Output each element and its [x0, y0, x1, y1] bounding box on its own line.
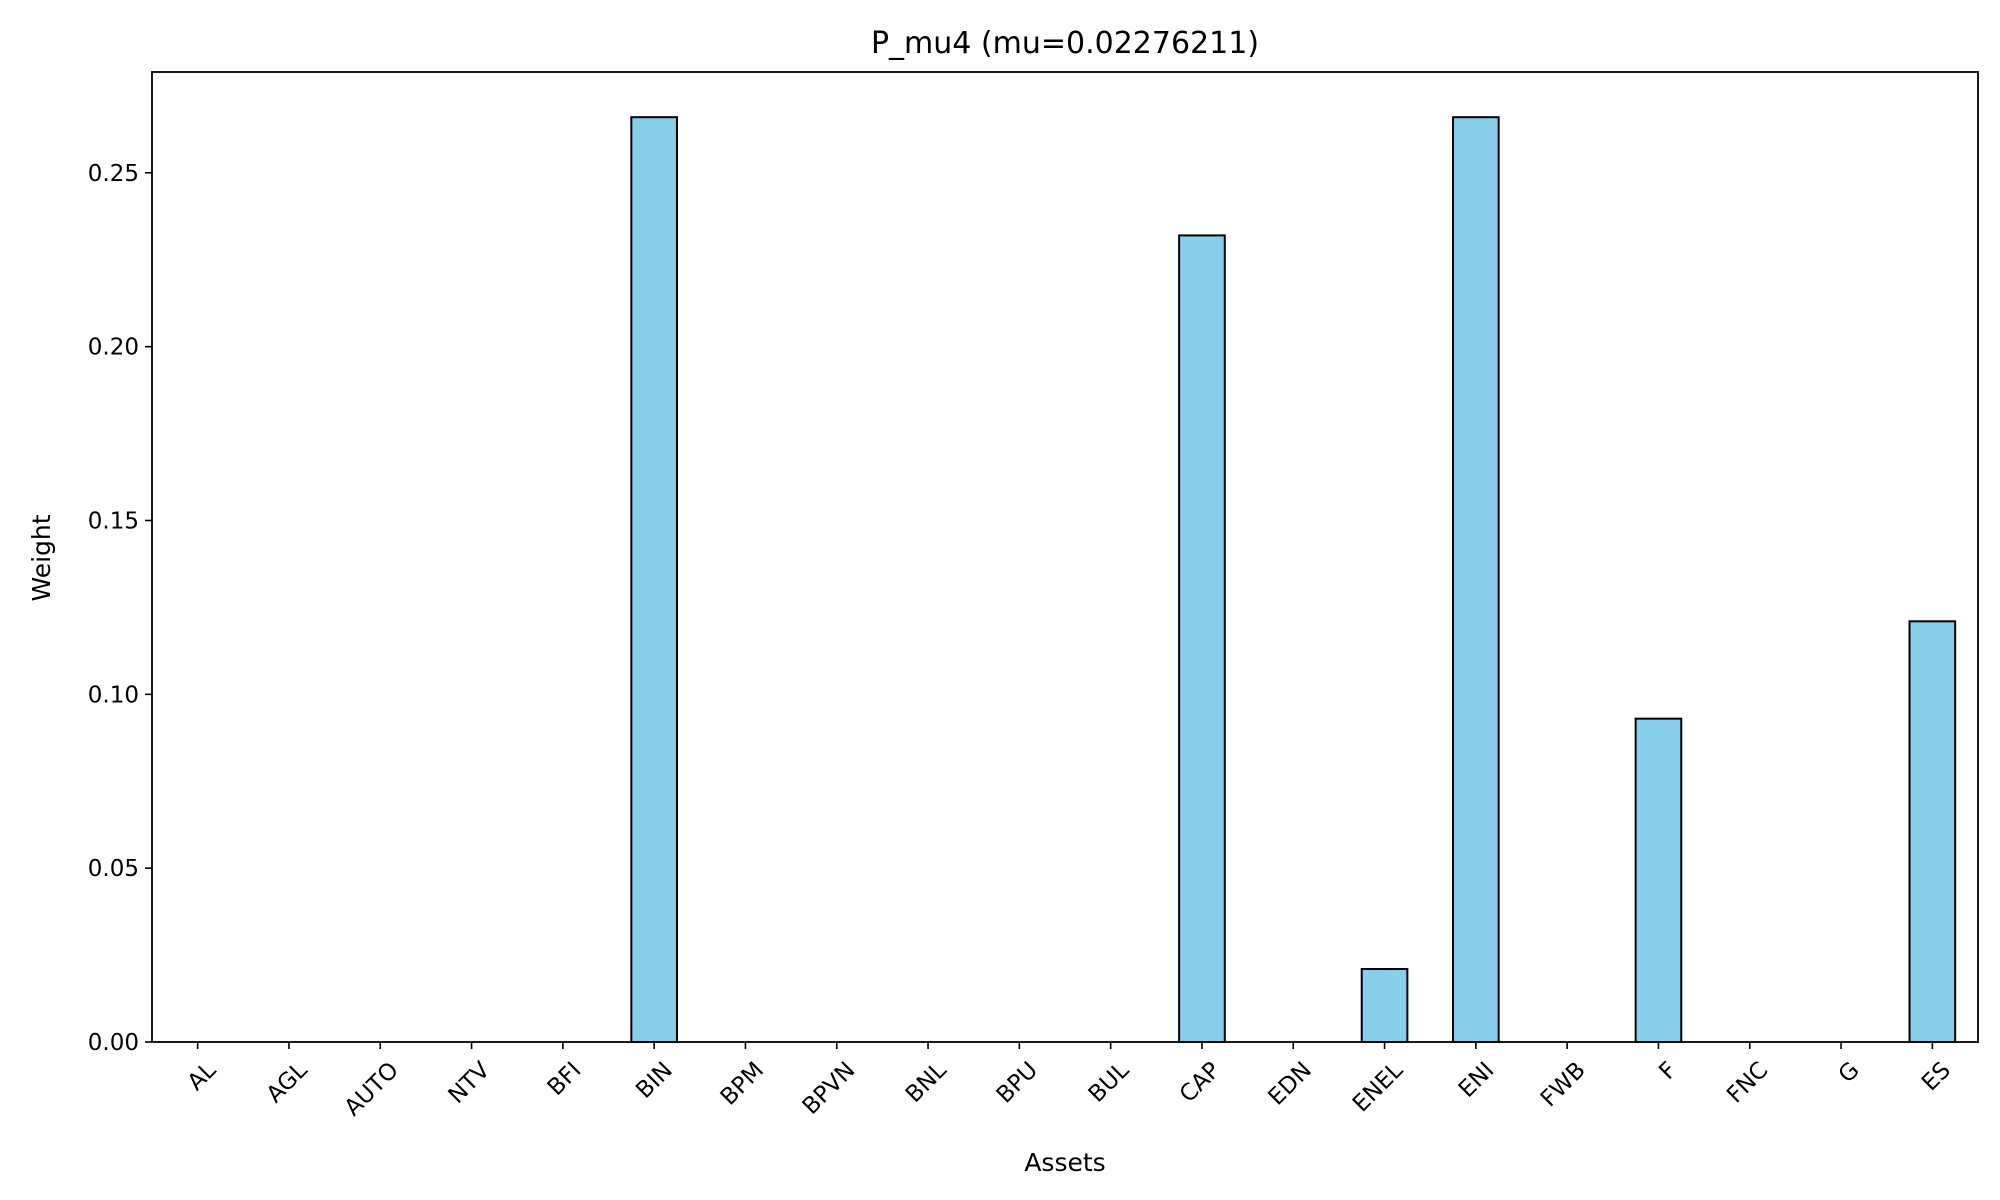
- bar-eni: [1452, 116, 1500, 1043]
- x-axis-ticks: AL AGL AUTO NTV BFI BIN BPM BPVN BNL BPU BUL CAP EDN…: [183, 1042, 1956, 1121]
- plot-area-frame: [151, 71, 1979, 1043]
- x-tick-label-f: F: [1654, 1057, 1682, 1085]
- x-tick-label-enel: ENEL: [1348, 1057, 1408, 1117]
- y-tick-label: 0.10: [88, 682, 139, 708]
- bar-es: [1908, 620, 1957, 1043]
- x-tick-label-bfi: BFI: [543, 1057, 587, 1101]
- x-tick-label-bnl: BNL: [901, 1057, 952, 1108]
- y-tick-label: 0.05: [88, 856, 139, 882]
- x-tick-label-cap: CAP: [1175, 1057, 1226, 1108]
- y-tick-label: 0.20: [88, 335, 139, 361]
- x-tick-label-es: ES: [1917, 1057, 1956, 1096]
- x-axis-label: Assets: [1024, 1148, 1105, 1177]
- x-tick-label-bpu: BPU: [992, 1057, 1043, 1108]
- x-tick-label-fwb: FWB: [1536, 1057, 1591, 1112]
- x-tick-label-auto: AUTO: [340, 1057, 404, 1121]
- y-axis-label: Weight: [27, 514, 56, 601]
- bar-enel: [1360, 967, 1409, 1044]
- x-tick-label-al: AL: [183, 1057, 222, 1096]
- x-tick-label-bin: BIN: [631, 1057, 678, 1104]
- y-axis-ticks: 0.00 0.05 0.10 0.15 0.20 0.25: [88, 161, 152, 1056]
- y-tick-label: 0.25: [88, 161, 139, 187]
- x-tick-label-bul: BUL: [1084, 1057, 1135, 1108]
- y-tick-label: 0.00: [88, 1030, 139, 1056]
- chart-title: P_mu4 (mu=0.02276211): [871, 26, 1259, 61]
- bars-group: [630, 116, 1957, 1044]
- bar-f: [1634, 717, 1683, 1044]
- x-tick-label-bpvn: BPVN: [798, 1057, 861, 1120]
- x-tick-label-ntv: NTV: [444, 1057, 496, 1109]
- x-tick-label-edn: EDN: [1264, 1057, 1317, 1110]
- x-tick-label-g: G: [1834, 1057, 1865, 1088]
- x-tick-label-fnc: FNC: [1722, 1057, 1773, 1108]
- x-tick-label-bpm: BPM: [716, 1057, 769, 1110]
- x-tick-label-eni: ENI: [1454, 1057, 1500, 1103]
- x-tick-label-agl: AGL: [262, 1057, 313, 1108]
- bar-bin: [630, 116, 678, 1043]
- bar-cap: [1178, 234, 1226, 1043]
- y-tick-label: 0.15: [88, 508, 139, 534]
